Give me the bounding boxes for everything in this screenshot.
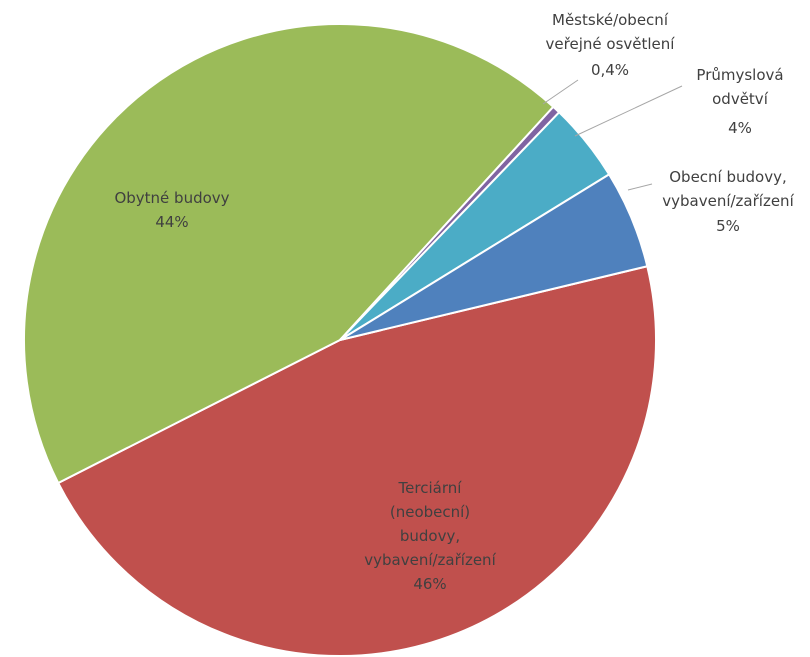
slice-value-label: 46% xyxy=(413,575,447,593)
slice-value-label: 4% xyxy=(728,119,752,137)
leader-line xyxy=(627,183,653,191)
pie-slice xyxy=(23,23,555,485)
slice-value-label: 5% xyxy=(716,217,740,235)
slice-label: Průmyslová odvětví xyxy=(696,66,784,108)
pie-slice xyxy=(339,173,649,341)
slice-label: Městské/obecní veřejné osvětlení xyxy=(545,11,675,53)
slice-value-label: 0,4% xyxy=(590,61,630,79)
pie-slice xyxy=(56,265,657,657)
leader-line xyxy=(542,79,579,105)
slice-label: Obecní budovy, vybavení/zařízení xyxy=(662,168,794,210)
slice-label: Terciární (neobecní) budovy, vybavení/za… xyxy=(364,479,496,569)
leader-line xyxy=(574,85,683,137)
slice-value-label: 44% xyxy=(155,213,189,231)
slice-label: Obytné budovy xyxy=(114,189,230,207)
